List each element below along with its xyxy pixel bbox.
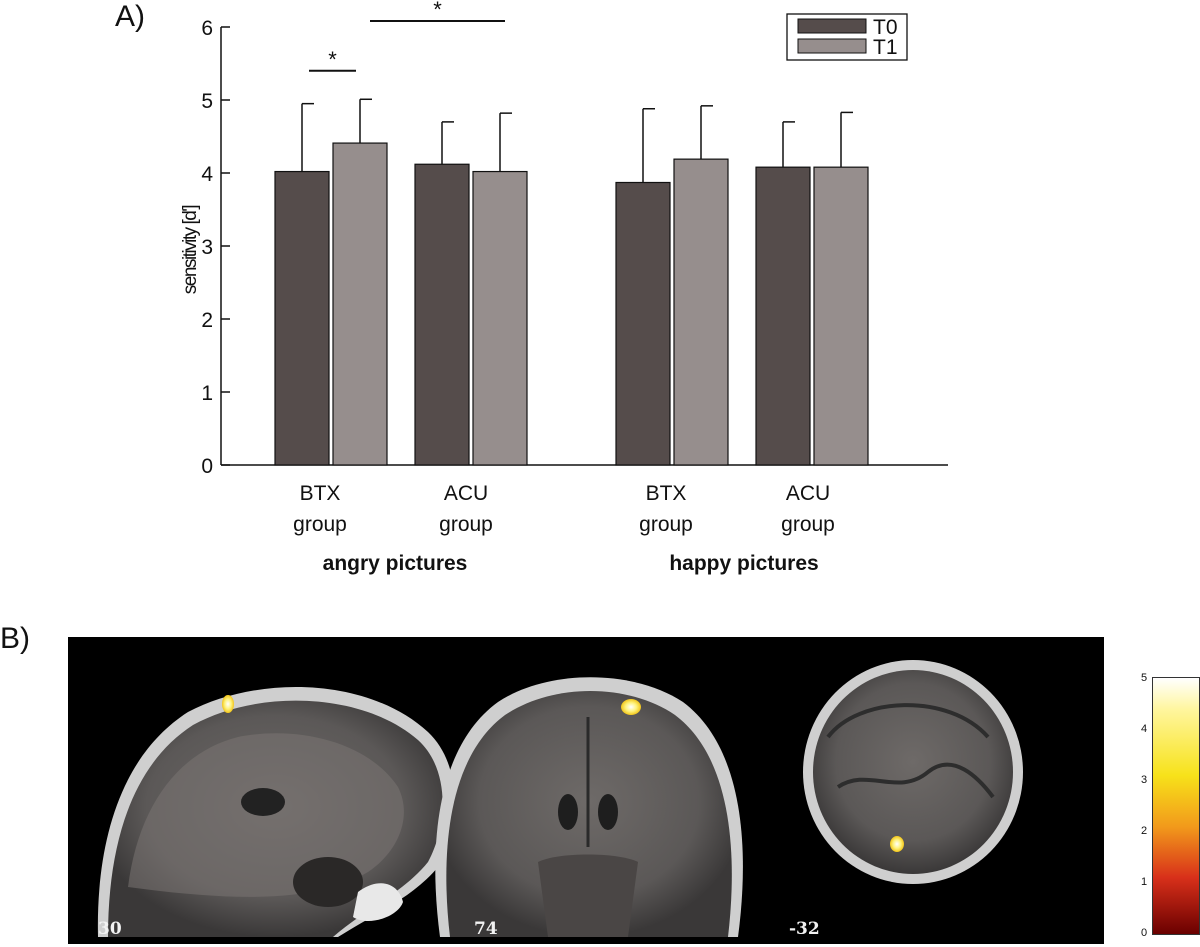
mri-slices: [97, 660, 1023, 937]
bar-t0: [615, 181, 671, 466]
activation-blob: [890, 836, 904, 852]
category-label: ACU: [786, 482, 830, 505]
coronal-slice: [435, 677, 743, 937]
sagittal-slice: [97, 687, 455, 937]
significance-star: *: [328, 47, 337, 72]
y-tick-label: 5: [201, 90, 213, 113]
y-tick-label: 4: [201, 163, 213, 186]
colorbar-tick: 0: [1141, 927, 1148, 939]
mri-panel: 30 74 -32: [68, 637, 1104, 944]
colorbar: [1152, 677, 1200, 935]
bar-t1: [813, 166, 869, 466]
bar-chart: 0 1 2 3 4 5 6 sensitivity [d'] BTX group ACU group B…: [180, 0, 948, 575]
panel-b-label: B): [0, 622, 30, 655]
colorbar-tick: 5: [1141, 672, 1148, 684]
y-tick-label: 3: [201, 236, 213, 259]
colorbar-tick: 2: [1141, 825, 1148, 837]
colorbar-tick: 3: [1141, 774, 1148, 786]
panel-a-label: A): [115, 0, 145, 33]
category-sublabel: group: [639, 513, 693, 536]
legend-label: T1: [873, 36, 898, 59]
activation-blob: [621, 699, 641, 715]
activation-blob: [222, 695, 234, 713]
category-sublabel: group: [293, 513, 347, 536]
category-label: BTX: [300, 482, 341, 505]
category-label: ACU: [444, 482, 488, 505]
y-tick-label: 1: [201, 382, 213, 405]
axis-labels: 0 1 2 3 4 5 6 sensitivity [d'] BTX group ACU group B…: [180, 17, 835, 575]
legend-swatch-t1: [797, 38, 867, 54]
y-axis-label: sensitivity [d']: [180, 206, 201, 295]
bars: [274, 98, 869, 466]
significance-markers: **: [309, 0, 505, 72]
group-label: angry pictures: [323, 552, 468, 575]
bar-t0: [414, 163, 470, 466]
significance-star: *: [433, 0, 442, 22]
y-tick-label: 0: [201, 455, 213, 478]
bar-t0: [274, 170, 330, 466]
bar-t0: [755, 166, 811, 466]
legend-swatch-t0: [797, 18, 867, 34]
group-label: happy pictures: [669, 552, 818, 575]
colorbar-tick: 4: [1141, 723, 1148, 735]
bar-t1: [332, 142, 388, 466]
category-sublabel: group: [781, 513, 835, 536]
legend-label: T0: [873, 16, 898, 39]
category-label: BTX: [646, 482, 687, 505]
slice-label-sagittal: 30: [98, 919, 122, 939]
colorbar-tick: 1: [1141, 876, 1148, 888]
y-tick-label: 2: [201, 309, 213, 332]
bar-t1: [472, 170, 528, 466]
y-tick-label: 6: [201, 17, 213, 40]
bar-t1: [673, 158, 729, 466]
slice-label-axial: -32: [789, 919, 820, 939]
category-sublabel: group: [439, 513, 493, 536]
slice-label-coronal: 74: [474, 919, 498, 939]
axial-slice: [803, 660, 1023, 884]
